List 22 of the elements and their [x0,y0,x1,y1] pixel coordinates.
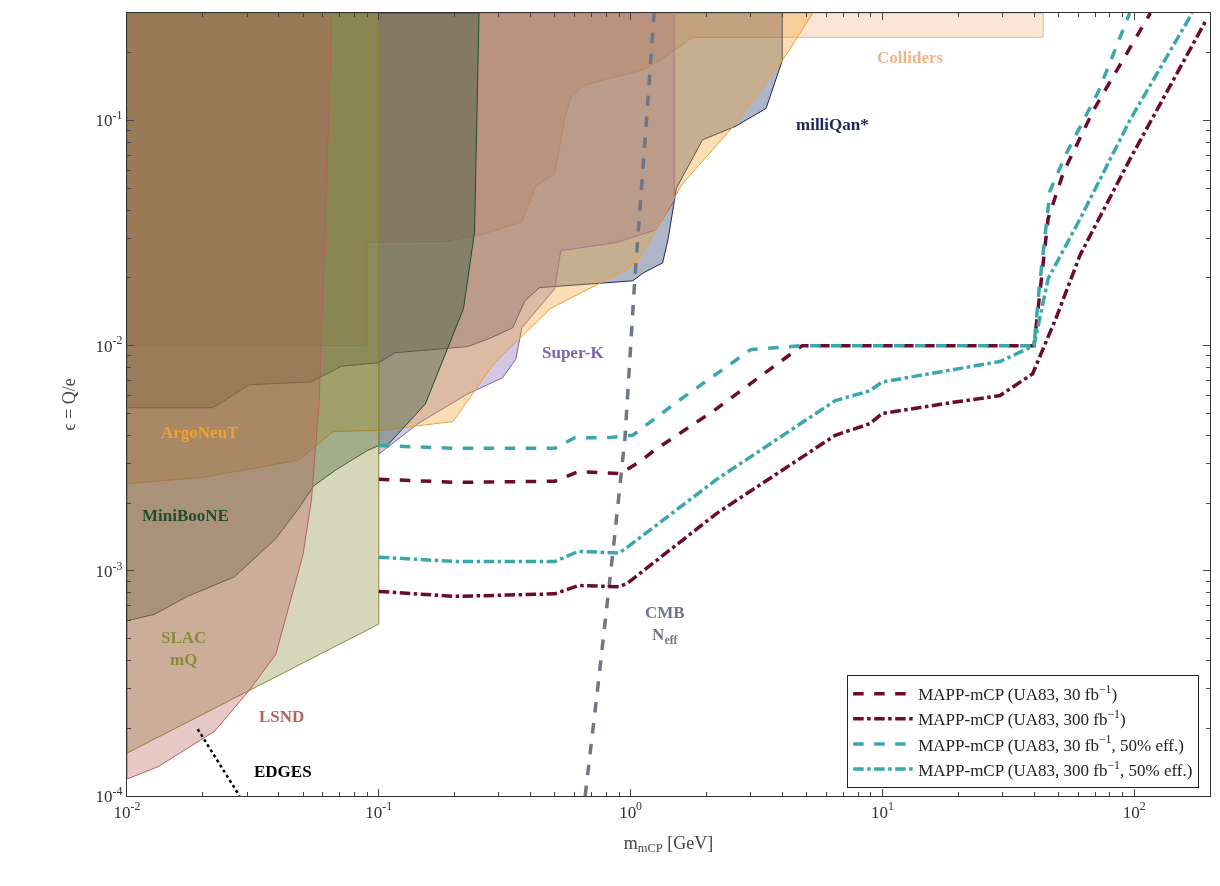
y-tick-label: 10$^{-3}$ [95,558,123,581]
x-tick-label: 10$^{2}$ [1122,799,1146,822]
x-tick-label: 10$^{0}$ [619,799,643,822]
series-label: ArgoNeuT [161,423,240,442]
text: CMB N$_{eff}$ [645,603,685,647]
legend-label: MAPP-mCP (UA83, 300 fb$^{−1}$) [918,707,1126,730]
legend-label: MAPP-mCP (UA83, 30 fb$^{−1}$, 50% eff.) [918,732,1184,755]
series-label: EDGES [254,762,312,781]
x-axis-title: m$_{mCP}$ [GeV] [623,832,714,856]
y-tick-label: 10$^{-1}$ [95,108,123,131]
x-tick-label: 10$^{1}$ [870,799,894,822]
series-label: milliQan* [796,115,869,134]
x-tick-label: 10$^{-1}$ [365,799,393,822]
series-label: Super-K [542,343,605,362]
legend-label: MAPP-mCP (UA83, 30 fb$^{−1}$) [918,682,1118,705]
legend-label: MAPP-mCP (UA83, 300 fb$^{−1}$, 50% eff.) [918,757,1193,780]
series-label: LSND [259,707,305,726]
series-label: MiniBooNE [142,506,229,525]
y-axis-title: ϵ = Q/e [58,378,79,431]
series-label: SLAC mQ [161,628,207,670]
series-label: Colliders [877,48,944,67]
y-tick-label: 10$^{-2}$ [95,333,123,356]
